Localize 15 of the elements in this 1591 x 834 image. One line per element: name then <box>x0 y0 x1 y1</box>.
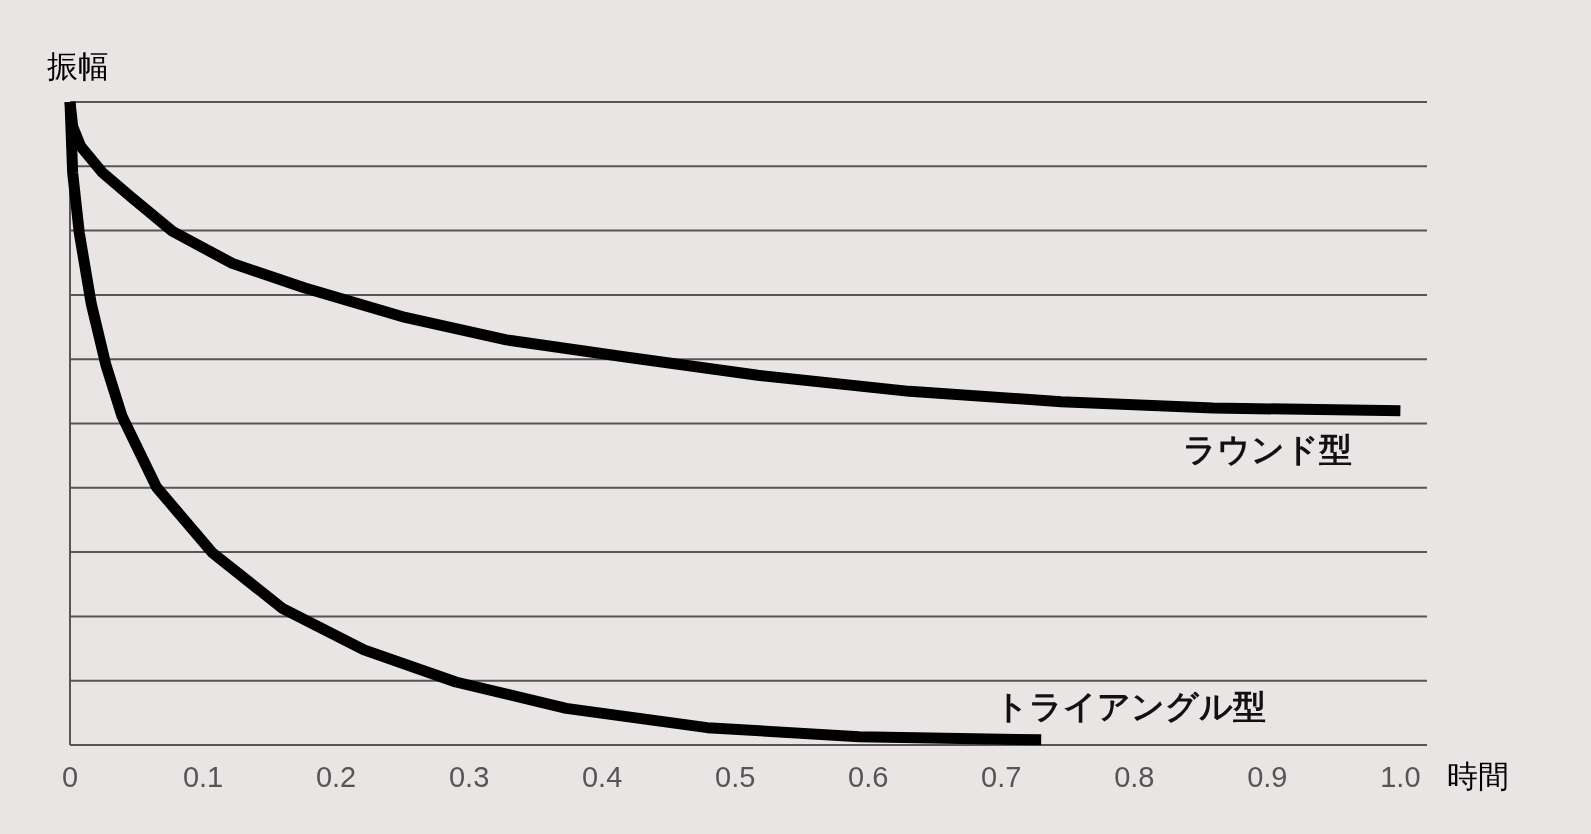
series-label: ラウンド型 <box>1183 430 1353 468</box>
series-label: トライアングル型 <box>995 687 1267 725</box>
x-axis-title: 時間 <box>1447 759 1509 794</box>
x-tick-label: 0.3 <box>448 761 490 793</box>
x-tick-label: 0 <box>61 761 79 793</box>
x-tick-label: 0.1 <box>182 761 224 793</box>
x-tick-label: 0.2 <box>315 761 357 793</box>
x-tick-label: 0.5 <box>715 761 756 793</box>
x-tick-label: 0.8 <box>1114 761 1155 793</box>
x-tick-label: 0.7 <box>981 761 1022 793</box>
x-tick-label: 0.4 <box>581 761 623 793</box>
x-tick-label: 0.6 <box>848 761 889 793</box>
y-axis-title: 振幅 <box>47 49 109 84</box>
x-tick-label: 0.9 <box>1247 761 1288 793</box>
x-tick-label: 1.0 <box>1380 761 1421 793</box>
